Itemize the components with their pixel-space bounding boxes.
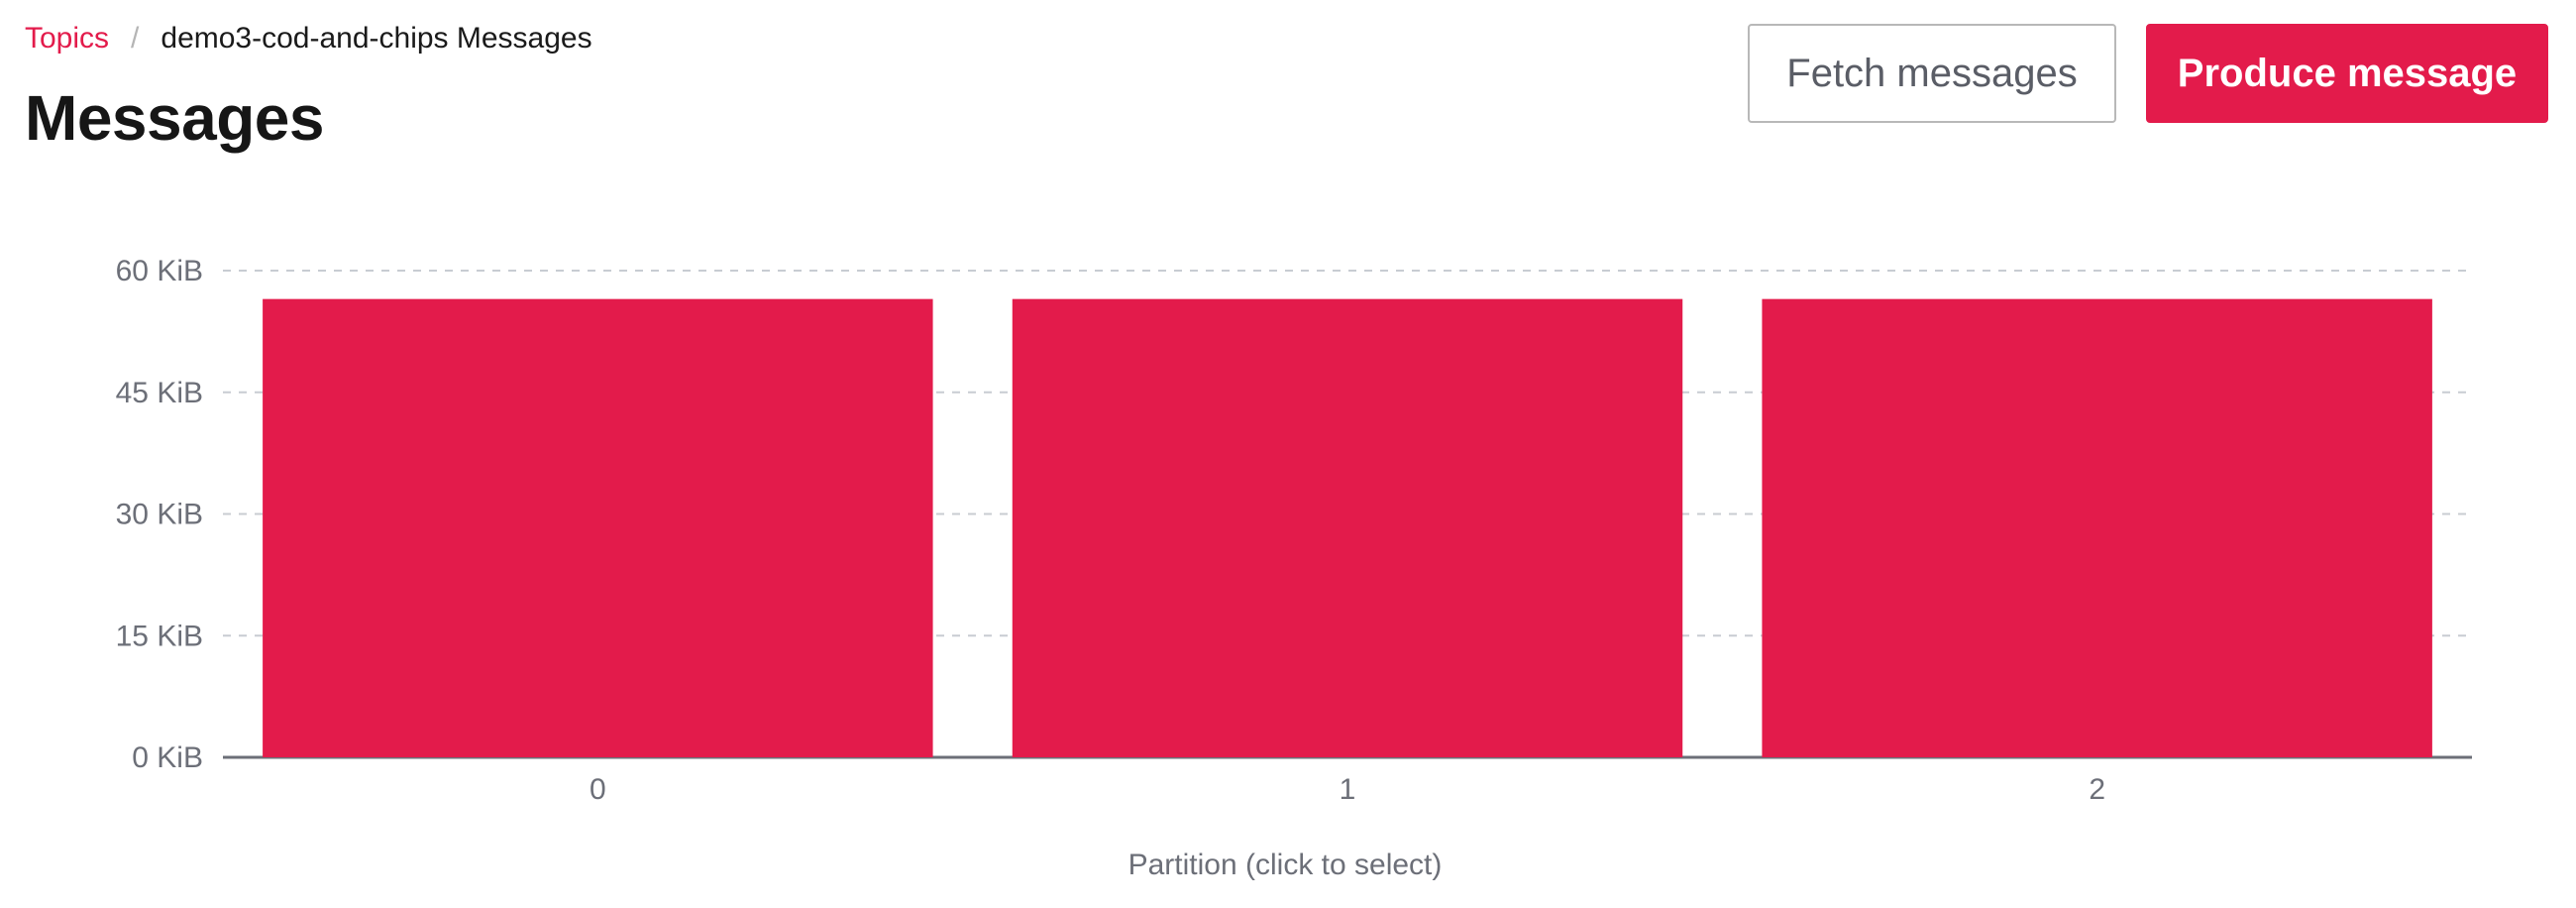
x-tick-label: 1 (1340, 773, 1356, 806)
chart-bars (263, 298, 2432, 757)
y-tick-label: 45 KiB (116, 377, 203, 409)
bar-partition-1[interactable] (1012, 298, 1683, 757)
y-tick-label: 15 KiB (116, 620, 203, 652)
y-axis: 0 KiB 15 KiB 30 KiB 45 KiB 60 KiB (116, 255, 203, 774)
breadcrumb-current: demo3-cod-and-chips Messages (161, 22, 592, 55)
x-axis-title: Partition (click to select) (1128, 849, 1443, 881)
y-tick-label: 60 KiB (116, 255, 203, 287)
produce-message-button[interactable]: Produce message (2146, 24, 2548, 123)
x-tick-label: 2 (2089, 773, 2105, 806)
breadcrumb-separator: / (131, 22, 140, 55)
bar-partition-2[interactable] (1762, 298, 2432, 757)
x-axis: 0 1 2 (590, 773, 2105, 806)
y-tick-label: 0 KiB (132, 741, 203, 774)
page-title: Messages (25, 82, 324, 154)
fetch-messages-button[interactable]: Fetch messages (1748, 24, 2116, 123)
x-tick-label: 0 (590, 773, 606, 806)
breadcrumb: Topics / demo3-cod-and-chips Messages (25, 22, 592, 56)
breadcrumb-topics-link[interactable]: Topics (25, 22, 110, 55)
y-tick-label: 30 KiB (116, 499, 203, 531)
bar-partition-0[interactable] (263, 298, 933, 757)
